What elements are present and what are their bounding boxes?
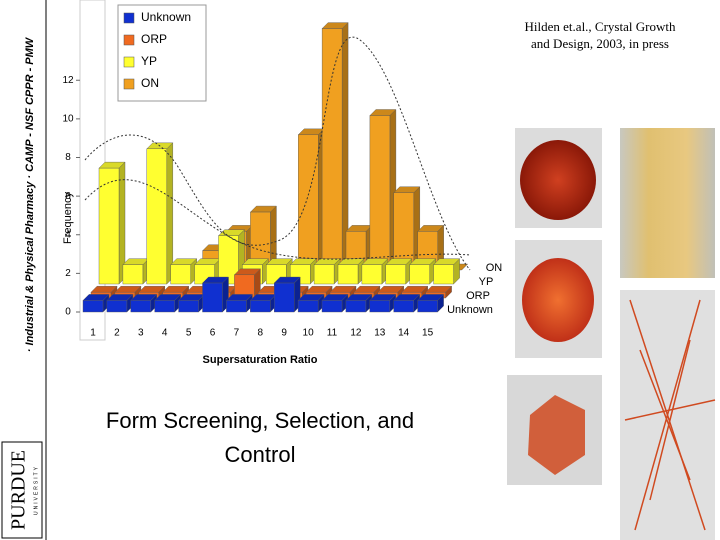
y-tick-label: 4: [65, 229, 71, 240]
bar: [385, 264, 406, 285]
sidebar-text: · Industrial & Physical Pharmacy · CAMP …: [24, 36, 36, 352]
bar: [178, 300, 199, 313]
bar: [98, 167, 120, 285]
bar: [345, 300, 367, 313]
legend-label: Unknown: [141, 10, 191, 24]
crystal: [520, 140, 596, 220]
citation: Hilden et.al., Crystal Growth and Design,…: [525, 19, 676, 51]
x-tick-label: 10: [303, 328, 315, 339]
x-tick-label: 11: [327, 328, 338, 339]
x-tick-label: 8: [258, 328, 264, 339]
x-tick-label: 2: [114, 328, 120, 339]
depth-label: ON: [486, 262, 503, 274]
x-tick-label: 1: [90, 328, 96, 339]
x-tick-label: 13: [374, 328, 386, 339]
bar: [82, 300, 104, 313]
bar: [361, 264, 383, 285]
bar: [393, 192, 414, 271]
bar: [274, 282, 295, 313]
crystal: [522, 258, 594, 342]
bar: [106, 300, 128, 313]
x-tick-label: 9: [281, 328, 287, 339]
x-tick-label: 5: [186, 328, 192, 339]
bar: [369, 300, 390, 313]
bar: [433, 264, 454, 285]
y-tick-label: 12: [62, 75, 74, 86]
y-axis-label: Frequency: [62, 192, 74, 244]
y-tick-label: 6: [65, 191, 71, 202]
bar: [226, 300, 247, 313]
depth-label: ORP: [466, 290, 490, 302]
crystal: [528, 395, 585, 475]
bar: [409, 264, 430, 285]
bar: [122, 264, 144, 285]
bar: [321, 28, 343, 271]
x-tick-label: 12: [350, 328, 362, 339]
y-tick-label: 10: [62, 114, 74, 125]
x-tick-label: 15: [422, 328, 434, 339]
trend-curve: [84, 179, 471, 260]
caption: Form Screening, Selection, and Control: [106, 408, 414, 467]
bar: [250, 300, 271, 313]
x-tick-label: 3: [138, 328, 144, 339]
x-tick-label: 4: [162, 328, 168, 339]
legend-label: YP: [141, 54, 157, 68]
bar: [170, 264, 191, 285]
bar: [313, 264, 335, 285]
trend-curve: [84, 36, 471, 271]
bar: [417, 300, 438, 313]
y-tick-label: 8: [65, 152, 71, 163]
bar: [369, 115, 391, 271]
bar-side: [166, 142, 174, 285]
logo-box: [1, 441, 43, 539]
legend-swatch: [123, 12, 135, 24]
logo-sub: UNIVERSITY: [33, 465, 39, 515]
y-tick-label: 2: [65, 268, 71, 279]
legend-swatch: [123, 56, 135, 68]
bar: [393, 300, 414, 313]
bar: [297, 300, 319, 313]
depth-label: Unknown: [447, 304, 493, 316]
x-axis-label: Supersaturation Ratio: [203, 354, 318, 366]
logo: PURDUE: [8, 450, 30, 530]
legend-swatch: [123, 78, 135, 90]
legend-label: ORP: [141, 32, 167, 46]
photo: [620, 128, 715, 278]
bar: [298, 134, 319, 271]
x-tick-label: 7: [234, 328, 240, 339]
bar: [146, 148, 168, 285]
bar: [337, 264, 359, 285]
depth-label: YP: [479, 276, 494, 288]
legend-swatch: [123, 34, 135, 46]
bar: [130, 300, 152, 313]
bar: [202, 282, 223, 313]
bar: [321, 300, 343, 313]
y-tick-label: 0: [65, 307, 71, 318]
needles: [624, 299, 716, 531]
bar: [154, 300, 175, 313]
x-tick-label: 14: [398, 328, 410, 339]
legend-label: ON: [141, 76, 159, 90]
x-tick-label: 6: [210, 328, 216, 339]
